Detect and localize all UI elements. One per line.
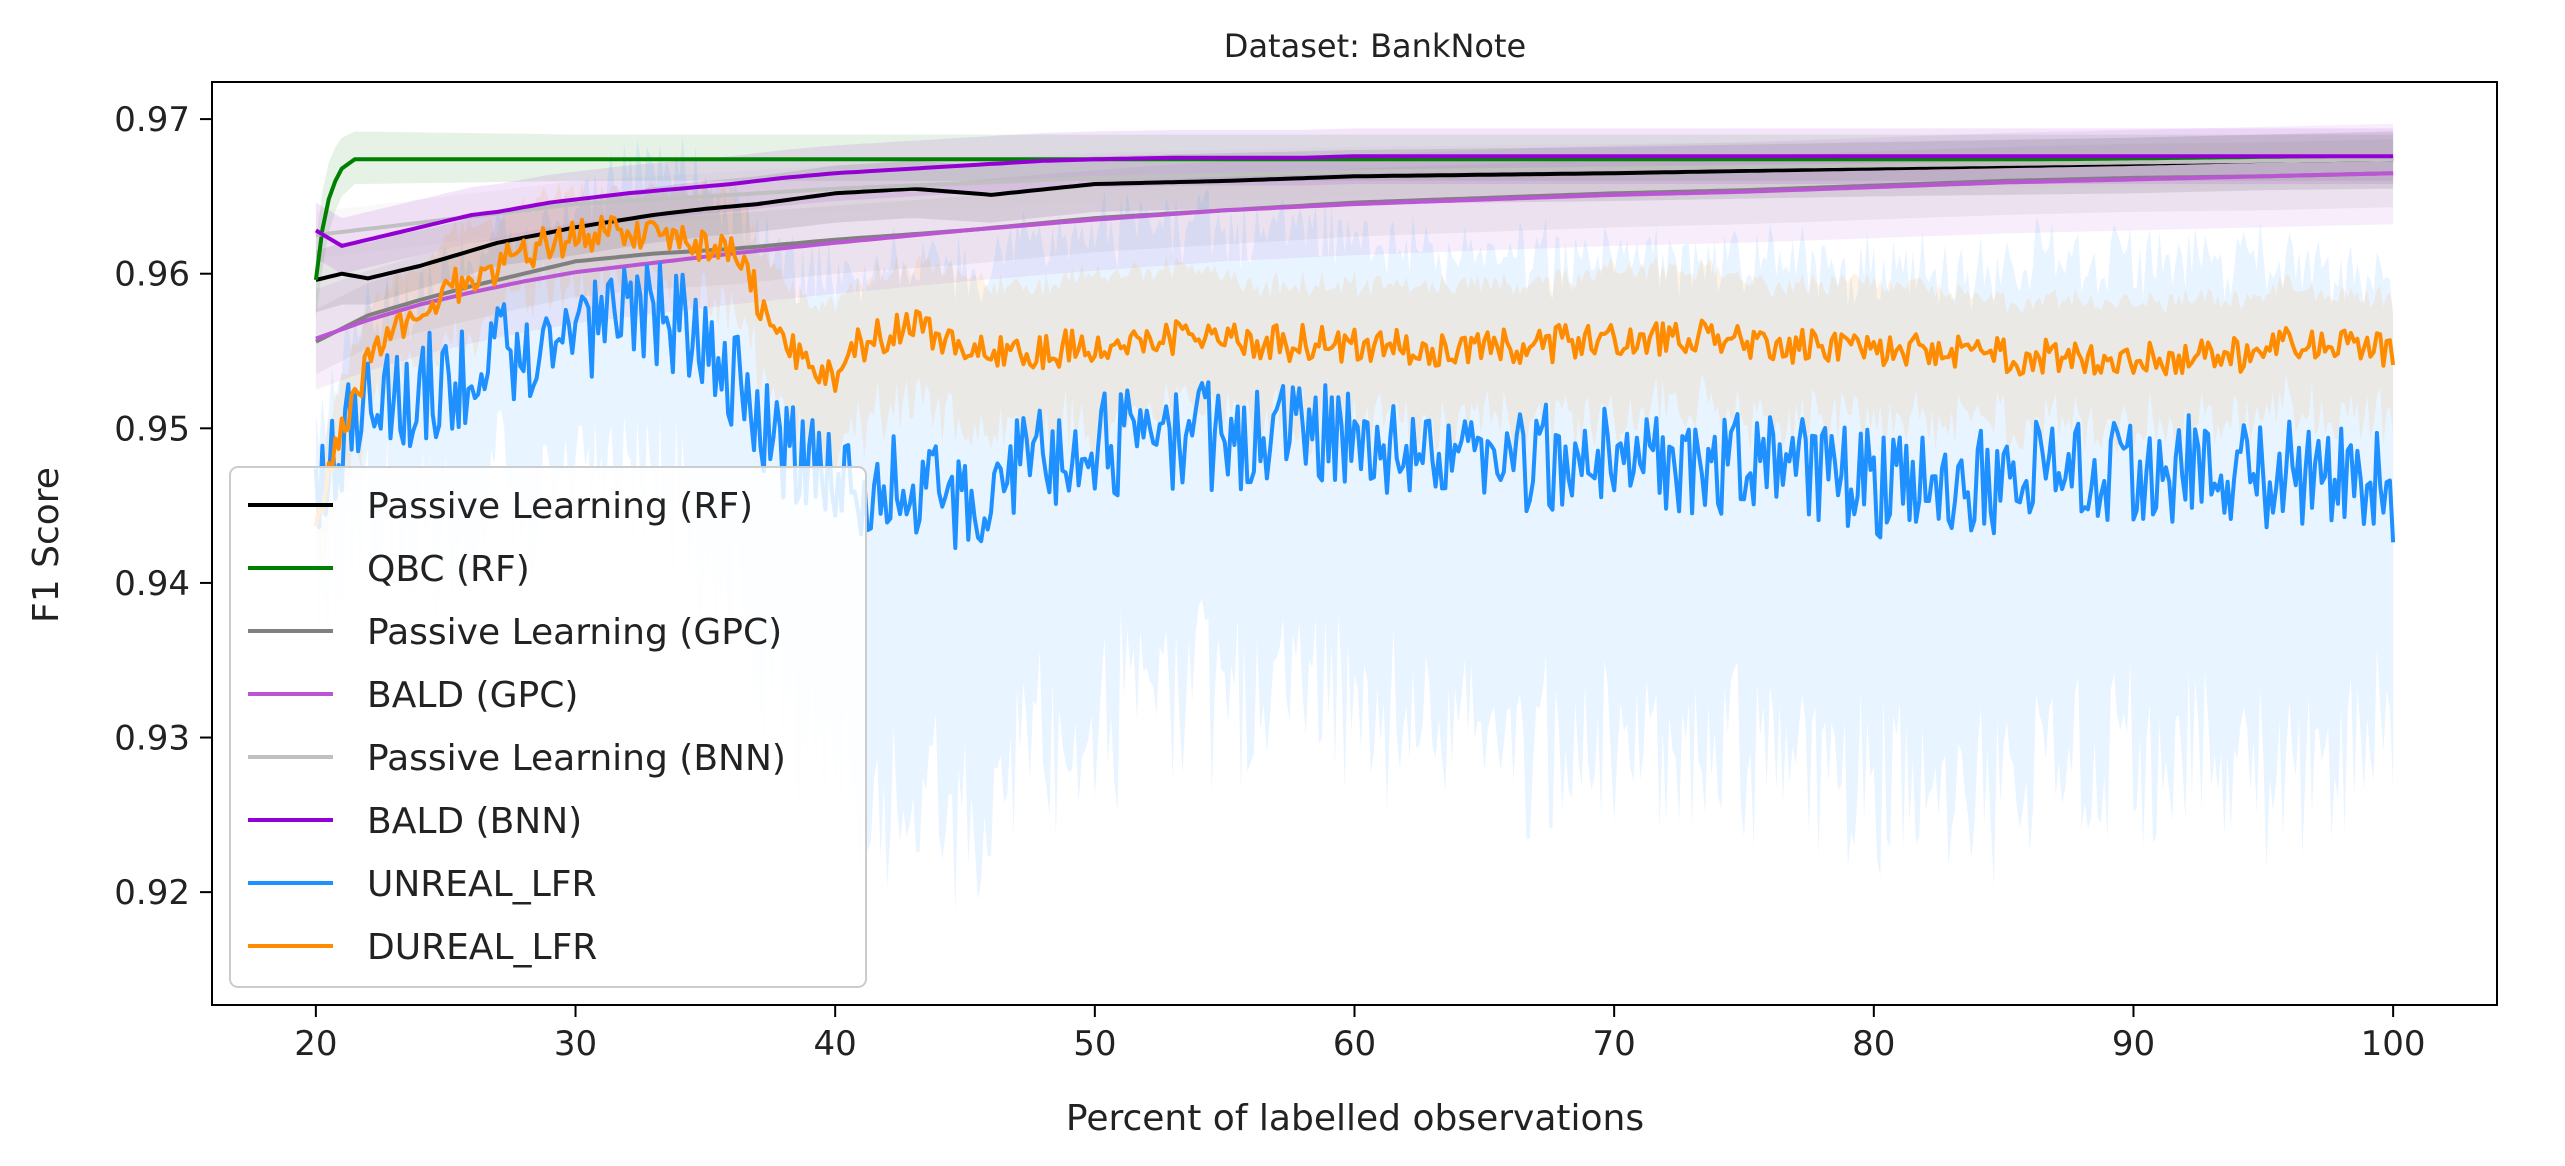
series-line-bald-bnn (314, 154, 2394, 248)
x-tick-label: 90 (2112, 1024, 2155, 1064)
y-tick-label: 0.94 (114, 564, 190, 604)
series-line-qbc-rf (313, 157, 2394, 281)
legend: Passive Learning (RF) QBC (RF) Passive Lea… (229, 466, 867, 988)
legend-label-passive-learning-bnn: Passive Learning (BNN) (367, 738, 786, 779)
y-axis-label: F1 Score (26, 467, 67, 623)
legend-label-passive-learning-gpc: Passive Learning (GPC) (367, 612, 782, 653)
y-tick-label: 0.95 (114, 409, 190, 449)
y-tick-label: 0.96 (114, 255, 190, 295)
band-passive-learning-gpc (315, 139, 2394, 375)
x-tick-label: 30 (554, 1024, 597, 1064)
series-line-unreal-lfr (313, 261, 2396, 550)
y-axis: 0.92 0.93 0.94 0.95 0.96 0.97 (114, 100, 212, 913)
series-line-dureal-lfr (313, 214, 2396, 527)
x-tick-label: 20 (294, 1024, 337, 1064)
x-tick-label: 60 (1333, 1024, 1376, 1064)
x-tick-label: 50 (1073, 1024, 1116, 1064)
x-tick-label: 100 (2361, 1024, 2426, 1064)
x-tick-label: 70 (1593, 1024, 1636, 1064)
legend-label-unreal-lfr: UNREAL_LFR (367, 864, 597, 905)
x-axis: 20 30 40 50 60 70 80 90 100 (294, 1005, 2426, 1064)
y-tick-label: 0.93 (114, 719, 190, 759)
band-qbc-rf (315, 131, 2394, 321)
y-tick-label: 0.92 (114, 873, 190, 913)
x-axis-label: Percent of labelled observations (1066, 1098, 1644, 1139)
band-bald-gpc (315, 123, 2394, 390)
legend-label-dureal-lfr: DUREAL_LFR (367, 927, 597, 968)
legend-label-bald-gpc: BALD (GPC) (367, 675, 578, 716)
chart-title: Dataset: BankNote (1224, 27, 1526, 65)
x-tick-label: 80 (1852, 1024, 1895, 1064)
y-tick-label: 0.97 (114, 100, 190, 140)
series-line-passive-learning-rf (315, 157, 2394, 282)
legend-box (229, 466, 867, 988)
series-line-bald-gpc (315, 171, 2394, 341)
legend-label-bald-bnn: BALD (BNN) (367, 801, 582, 842)
series-lines (313, 154, 2396, 550)
series-line-passive-learning-bnn (315, 157, 2394, 238)
legend-label-passive-learning-rf: Passive Learning (RF) (367, 486, 753, 527)
x-tick-label: 40 (814, 1024, 857, 1064)
legend-label-qbc-rf: QBC (RF) (367, 549, 530, 590)
band-passive-learning-rf (315, 131, 2394, 313)
